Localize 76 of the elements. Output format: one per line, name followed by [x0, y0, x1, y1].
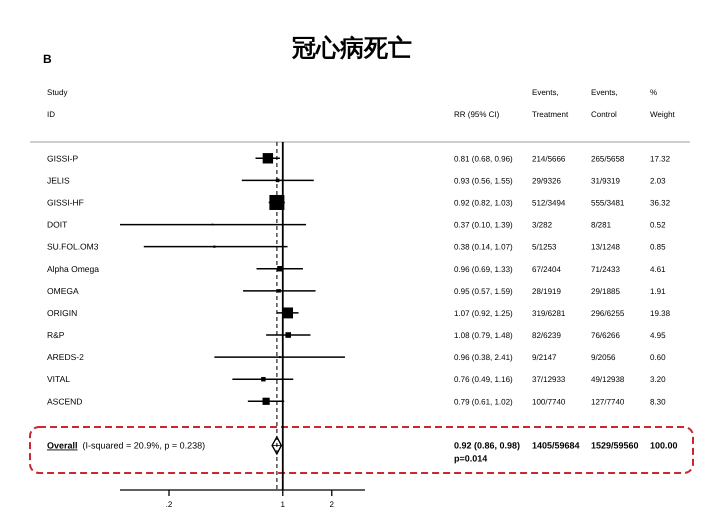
text: 17.32: [650, 154, 671, 164]
text: 3/282: [532, 220, 553, 230]
x-tick-label: 2: [330, 500, 335, 509]
text: 8/281: [591, 220, 612, 230]
text: 76/6266: [591, 331, 620, 340]
text: 9/2056: [591, 353, 616, 362]
text: 8.30: [650, 397, 666, 406]
text: 4.95: [650, 331, 666, 340]
text: 0.52: [650, 220, 666, 230]
y-tick-label: R&P: [47, 330, 65, 340]
text: 3.20: [650, 375, 666, 384]
data-label: 1.07 (0.92, 1.25): [454, 308, 514, 318]
y-tick-label: OMEGA: [47, 286, 79, 296]
text: 2.03: [650, 176, 666, 186]
annotation: (I-squared = 20.9%, p = 0.238): [82, 440, 206, 450]
text: 296/6255: [591, 308, 625, 318]
y-tick-label: SU.FOL.OM3: [47, 242, 99, 252]
x-tick-label: 1: [280, 500, 286, 509]
y-tick-label: Overall: [47, 440, 78, 450]
text: 319/6281: [532, 308, 566, 318]
text: 265/5658: [591, 154, 625, 164]
text: 29/9326: [532, 176, 562, 186]
text: Events, Control: [591, 88, 618, 119]
text: 36.32: [650, 198, 671, 208]
text: 49/12938: [591, 375, 625, 384]
y-tick-label: GISSI-P: [47, 153, 79, 164]
text: 29/1885: [591, 286, 620, 296]
data-label: 0.38 (0.14, 1.07): [454, 242, 514, 252]
y-tick-label: DOIT: [47, 220, 68, 230]
text: 31/9319: [591, 176, 620, 186]
y-tick-label: Alpha Omega: [47, 264, 100, 274]
y-tick-label: ASCEND: [47, 396, 82, 406]
text: 67/2404: [532, 264, 562, 274]
data-label: 0.81 (0.68, 0.96): [454, 154, 514, 164]
text: 13/1248: [591, 242, 620, 252]
data-label: 0.79 (0.61, 1.02): [454, 397, 514, 406]
text: % Weight: [650, 88, 675, 119]
text: 0.85: [650, 242, 666, 252]
text: 1529/59560: [591, 440, 639, 450]
y-tick-label: ORIGIN: [47, 308, 78, 318]
text: Study ID: [47, 88, 68, 119]
data-label: 1.08 (0.79, 1.48): [454, 331, 514, 340]
text: 214/5666: [532, 154, 566, 164]
text: 100/7740: [532, 397, 566, 406]
text: 71/2433: [591, 264, 620, 274]
text: 28/1919: [532, 286, 562, 296]
x-tick-label: .2: [166, 500, 173, 509]
data-label: 0.96 (0.38, 2.41): [454, 353, 514, 362]
text: 0.60: [650, 353, 666, 362]
text: 82/6239: [532, 331, 562, 340]
text: 37/12933: [532, 375, 566, 384]
text: Events, Treatment: [532, 88, 568, 119]
text: 19.38: [650, 308, 671, 318]
chart-title: 冠心病死亡: [291, 34, 412, 62]
y-tick-label: AREDS-2: [47, 352, 84, 362]
text: 512/3494: [532, 198, 566, 208]
data-label: 0.93 (0.56, 1.55): [454, 176, 514, 186]
data-label: 0.95 (0.57, 1.59): [454, 286, 514, 296]
text: 1.91: [650, 286, 666, 296]
text: 1405/59684: [532, 440, 580, 450]
text: 9/2147: [532, 353, 558, 362]
data-label: 0.92 (0.82, 1.03): [454, 198, 514, 208]
text: 5/1253: [532, 242, 558, 252]
y-tick-label: JELIS: [47, 175, 70, 186]
text: 555/3481: [591, 198, 625, 208]
y-tick-label: GISSI-HF: [47, 197, 84, 208]
data-label: 0.37 (0.10, 1.39): [454, 220, 514, 230]
text: RR (95% CI): [454, 110, 500, 119]
data-label: 0.96 (0.69, 1.33): [454, 264, 514, 274]
y-tick-label: VITAL: [47, 374, 70, 384]
text: 127/7740: [591, 397, 625, 406]
data-label: 0.76 (0.49, 1.16): [454, 375, 514, 384]
text: 4.61: [650, 264, 666, 274]
text: 100.00: [650, 440, 678, 450]
text: 0.92 (0.86, 0.98) p=0.014: [454, 440, 520, 464]
text: B: [43, 52, 52, 66]
